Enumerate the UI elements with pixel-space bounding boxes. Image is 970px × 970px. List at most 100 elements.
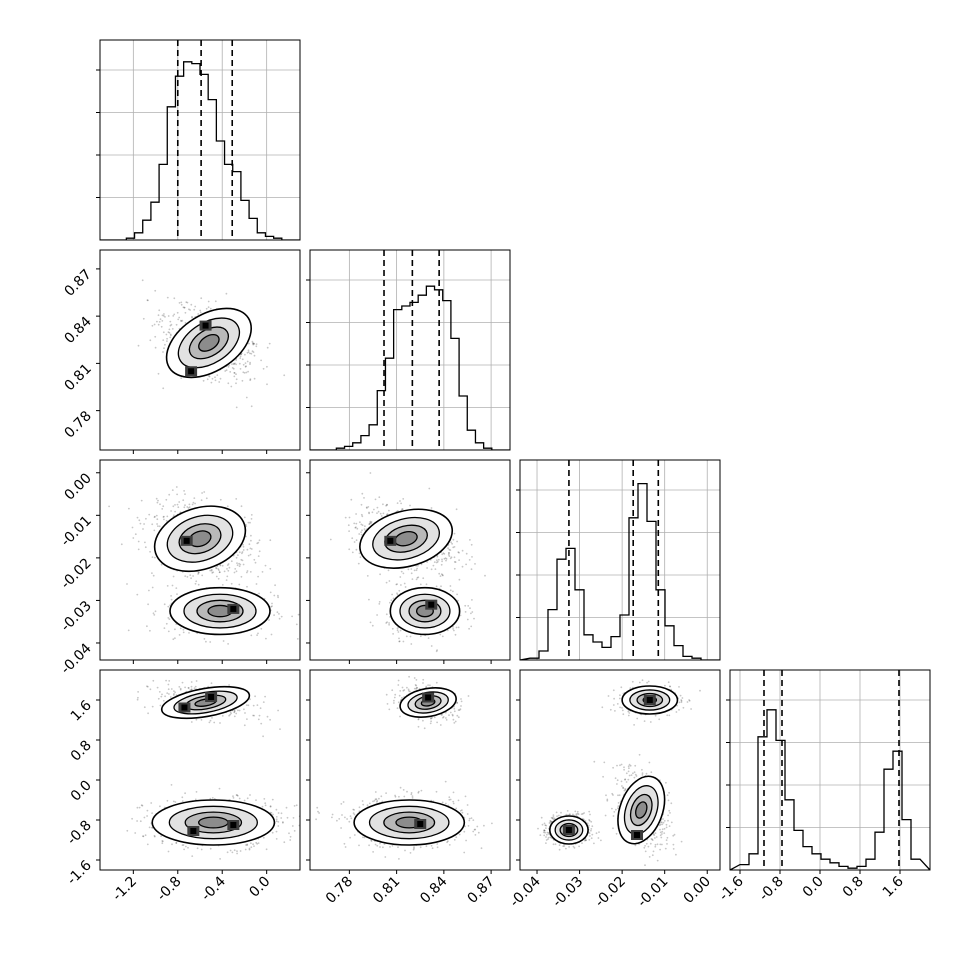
scatter-point [255,343,258,345]
scatter-point [413,847,415,850]
scatter-point [144,834,147,837]
scatter-point [386,513,389,515]
scatter-point [143,706,146,709]
scatter-point [178,686,181,688]
scatter-point [440,585,442,588]
scatter-point [148,513,151,516]
scatter-point [353,813,356,816]
scatter-point [283,841,286,844]
scatter-point [457,709,460,711]
scatter-point [398,637,400,640]
scatter-point [382,503,384,506]
scatter-point [247,349,250,352]
scatter-point [169,324,172,327]
scatter-point [160,695,163,698]
scatter-point [361,524,364,527]
scatter-point [463,851,466,854]
scatter-point [470,568,473,571]
scatter-point [164,343,166,346]
scatter-point [454,561,457,563]
scatter-point [167,688,170,691]
scatter-point [254,561,257,564]
scatter-point [415,688,418,690]
scatter-point [464,611,467,613]
scatter-point [149,550,152,553]
scatter-point [197,573,200,575]
scatter-point [174,504,176,506]
scatter-point [262,735,264,738]
scatter-point [248,543,251,546]
scatter-point [213,721,216,724]
scatter-point [403,795,406,798]
scatter-point [457,626,460,629]
scatter-point [183,848,186,851]
scatter-point [388,580,391,582]
scatter-point [184,504,186,507]
scatter-point [196,847,199,850]
scatter-point [155,514,158,517]
scatter-point [215,567,217,569]
scatter-point [399,690,402,692]
scatter-point [446,629,449,632]
scatter-point [344,846,347,848]
scatter-point [177,506,180,509]
scatter-point [441,635,444,638]
scatter-point [449,589,452,592]
scatter-point [244,848,247,851]
scatter-point [131,817,134,820]
scatter-point [295,804,298,807]
scatter-point [214,379,217,382]
scatter-point [331,813,334,816]
scatter-point [388,708,391,711]
scatter-point [172,638,175,641]
scatter-point [336,819,338,822]
scatter-point [175,842,178,844]
scatter-point [278,617,281,620]
scatter-point [242,549,245,551]
scatter-point [386,504,388,506]
scatter-point [162,351,164,353]
scatter-point [186,506,189,508]
scatter-point [359,556,362,559]
scatter-point [172,315,175,317]
scatter-point [137,696,139,699]
scatter-point [467,695,470,697]
scatter-point [173,514,175,517]
scatter-point [166,340,168,342]
scatter-point [397,631,400,633]
scatter-point [186,301,189,304]
scatter-point [264,695,266,698]
scatter-point [371,624,374,627]
scatter-point [413,569,416,572]
scatter-point [174,637,176,640]
scatter-point [257,718,260,721]
scatter-point [430,568,433,571]
scatter-point [453,532,456,535]
scatter-point [183,306,186,309]
scatter-point [162,315,165,317]
scatter-point [253,845,255,847]
scatter-point [296,638,299,640]
scatter-point [366,575,369,577]
scatter-point [392,597,395,600]
scatter-point [246,844,249,846]
scatter-point [238,551,241,554]
scatter-point [396,592,398,595]
scatter-point [249,379,252,382]
scatter-point [453,707,456,710]
scatter-point [227,382,230,385]
scatter-point [265,848,268,851]
scatter-point [225,369,228,372]
scatter-point [385,622,388,624]
scatter-point [264,804,267,807]
scatter-point [136,820,139,822]
scatter-point [153,323,156,326]
scatter-point [402,689,405,692]
scatter-point [361,492,364,495]
scatter-point [440,563,443,566]
scatter-point [139,820,142,823]
scatter-point [235,498,238,500]
scatter-point [435,561,438,564]
scatter-point [377,510,380,513]
scatter-point [221,715,224,717]
